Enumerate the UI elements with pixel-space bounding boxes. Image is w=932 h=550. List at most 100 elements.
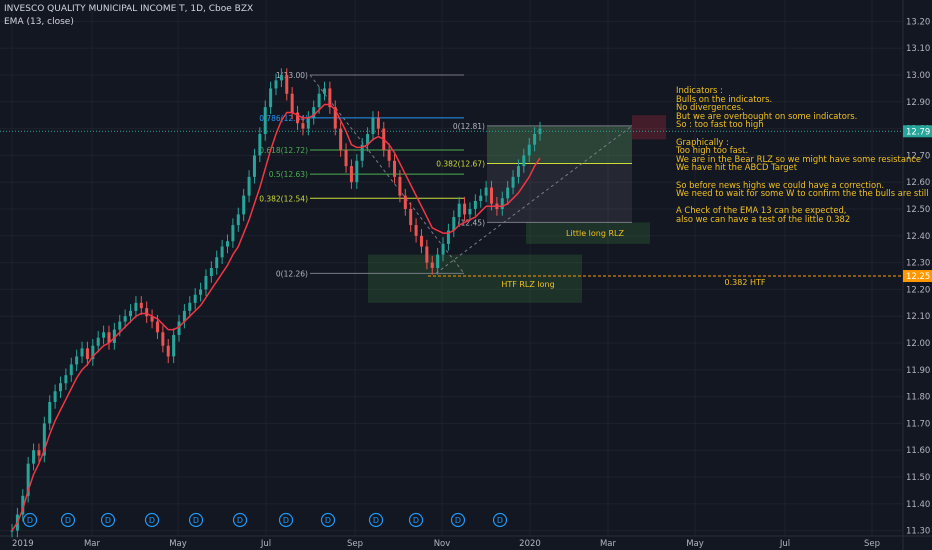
candle-body[interactable] <box>42 423 46 456</box>
candle-body[interactable] <box>242 195 246 215</box>
dividend-marker[interactable] <box>22 512 38 528</box>
candle-body[interactable] <box>53 391 57 402</box>
candle-body[interactable] <box>64 375 68 384</box>
candle-body[interactable] <box>376 117 380 129</box>
candle-body[interactable] <box>166 345 170 357</box>
htf-rlz-long-zone[interactable] <box>368 254 582 303</box>
candle-body[interactable] <box>10 530 14 532</box>
dividend-marker[interactable] <box>144 512 160 528</box>
candle-body[interactable] <box>58 383 62 392</box>
candle-body[interactable] <box>118 321 122 330</box>
candle-body[interactable] <box>441 243 445 255</box>
dividend-marker[interactable] <box>450 512 466 528</box>
candle-body[interactable] <box>344 150 348 167</box>
candle-body[interactable] <box>193 294 197 303</box>
candle-body[interactable] <box>468 209 472 215</box>
candle-body[interactable] <box>269 88 273 108</box>
candle-body[interactable] <box>430 262 434 268</box>
candle-body[interactable] <box>85 348 89 360</box>
candle-body[interactable] <box>91 345 95 360</box>
candle-body[interactable] <box>279 75 283 81</box>
candle-body[interactable] <box>360 144 364 161</box>
candle-body[interactable] <box>349 166 353 183</box>
candle-body[interactable] <box>446 230 450 244</box>
candle-body[interactable] <box>21 495 25 515</box>
candle-body[interactable] <box>322 88 326 94</box>
candle-body[interactable] <box>473 200 477 210</box>
candle-body[interactable] <box>479 195 483 201</box>
candle-body[interactable] <box>371 117 375 134</box>
candle-body[interactable] <box>436 254 440 268</box>
candle-body[interactable] <box>37 450 41 456</box>
candle-body[interactable] <box>236 214 240 226</box>
dividend-marker[interactable] <box>492 512 508 528</box>
candle-body[interactable] <box>274 80 278 89</box>
candle-body[interactable] <box>129 310 133 317</box>
candle-body[interactable] <box>75 356 79 365</box>
candle-body[interactable] <box>414 225 418 236</box>
candle-body[interactable] <box>182 310 186 322</box>
candle-body[interactable] <box>123 316 127 322</box>
candle-body[interactable] <box>226 241 230 247</box>
candle-body[interactable] <box>48 401 52 424</box>
little-long-rlz-zone[interactable] <box>526 222 650 244</box>
candle-body[interactable] <box>32 450 36 464</box>
candle-body[interactable] <box>258 133 262 156</box>
candle-body[interactable] <box>366 133 370 145</box>
candle-body[interactable] <box>204 276 208 290</box>
symbol-title[interactable]: INVESCO QUALITY MUNICIPAL INCOME T, 1D, … <box>4 4 254 14</box>
candle-body[interactable] <box>527 144 531 156</box>
candle-body[interactable] <box>516 166 520 177</box>
candle-body[interactable] <box>452 217 456 231</box>
candle-body[interactable] <box>80 348 84 357</box>
candle-body[interactable] <box>215 257 219 268</box>
candle-body[interactable] <box>419 235 423 247</box>
candle-body[interactable] <box>500 198 504 210</box>
candle-body[interactable] <box>533 133 537 145</box>
ema-indicator-label[interactable]: EMA (13, close) <box>4 16 253 29</box>
candle-body[interactable] <box>511 176 515 188</box>
candle-body[interactable] <box>107 332 111 344</box>
analysis-notes[interactable]: Indicators : Bulls on the indicators. No d… <box>676 86 929 224</box>
candle-body[interactable] <box>522 155 526 167</box>
candle-body[interactable] <box>139 302 143 309</box>
ema-line[interactable] <box>11 103 541 532</box>
candle-body[interactable] <box>134 302 138 311</box>
candle-body[interactable] <box>161 332 165 346</box>
candle-body[interactable] <box>409 209 413 226</box>
candle-body[interactable] <box>296 112 300 124</box>
candle-body[interactable] <box>425 246 429 263</box>
candle-body[interactable] <box>398 176 402 196</box>
candle-body[interactable] <box>199 289 203 295</box>
candle-body[interactable] <box>145 308 149 317</box>
candle-body[interactable] <box>150 316 154 322</box>
dividend-marker[interactable] <box>320 512 336 528</box>
candle-body[interactable] <box>306 117 310 129</box>
candle-body[interactable] <box>102 332 106 338</box>
dividend-marker[interactable] <box>278 512 294 528</box>
candle-body[interactable] <box>290 93 294 113</box>
candle-body[interactable] <box>463 203 467 215</box>
candle-body[interactable] <box>247 176 251 196</box>
candle-body[interactable] <box>209 267 213 277</box>
candle-body[interactable] <box>285 75 289 94</box>
candle-body[interactable] <box>155 321 159 333</box>
candle-body[interactable] <box>69 364 73 376</box>
abcd-leg-line[interactable] <box>435 125 633 274</box>
candle-body[interactable] <box>301 123 305 129</box>
dividend-marker[interactable] <box>100 512 116 528</box>
candle-body[interactable] <box>339 128 343 151</box>
candle-body[interactable] <box>355 160 359 183</box>
candle-body[interactable] <box>96 337 100 346</box>
candle-body[interactable] <box>231 225 235 242</box>
candle-body[interactable] <box>26 463 30 496</box>
candle-body[interactable] <box>457 203 461 218</box>
candle-body[interactable] <box>393 160 397 177</box>
candle-body[interactable] <box>387 150 391 161</box>
dividend-marker[interactable] <box>60 512 76 528</box>
candle-body[interactable] <box>484 187 488 196</box>
bear-rlz-zone[interactable] <box>632 115 666 140</box>
projection-box[interactable] <box>487 125 632 223</box>
